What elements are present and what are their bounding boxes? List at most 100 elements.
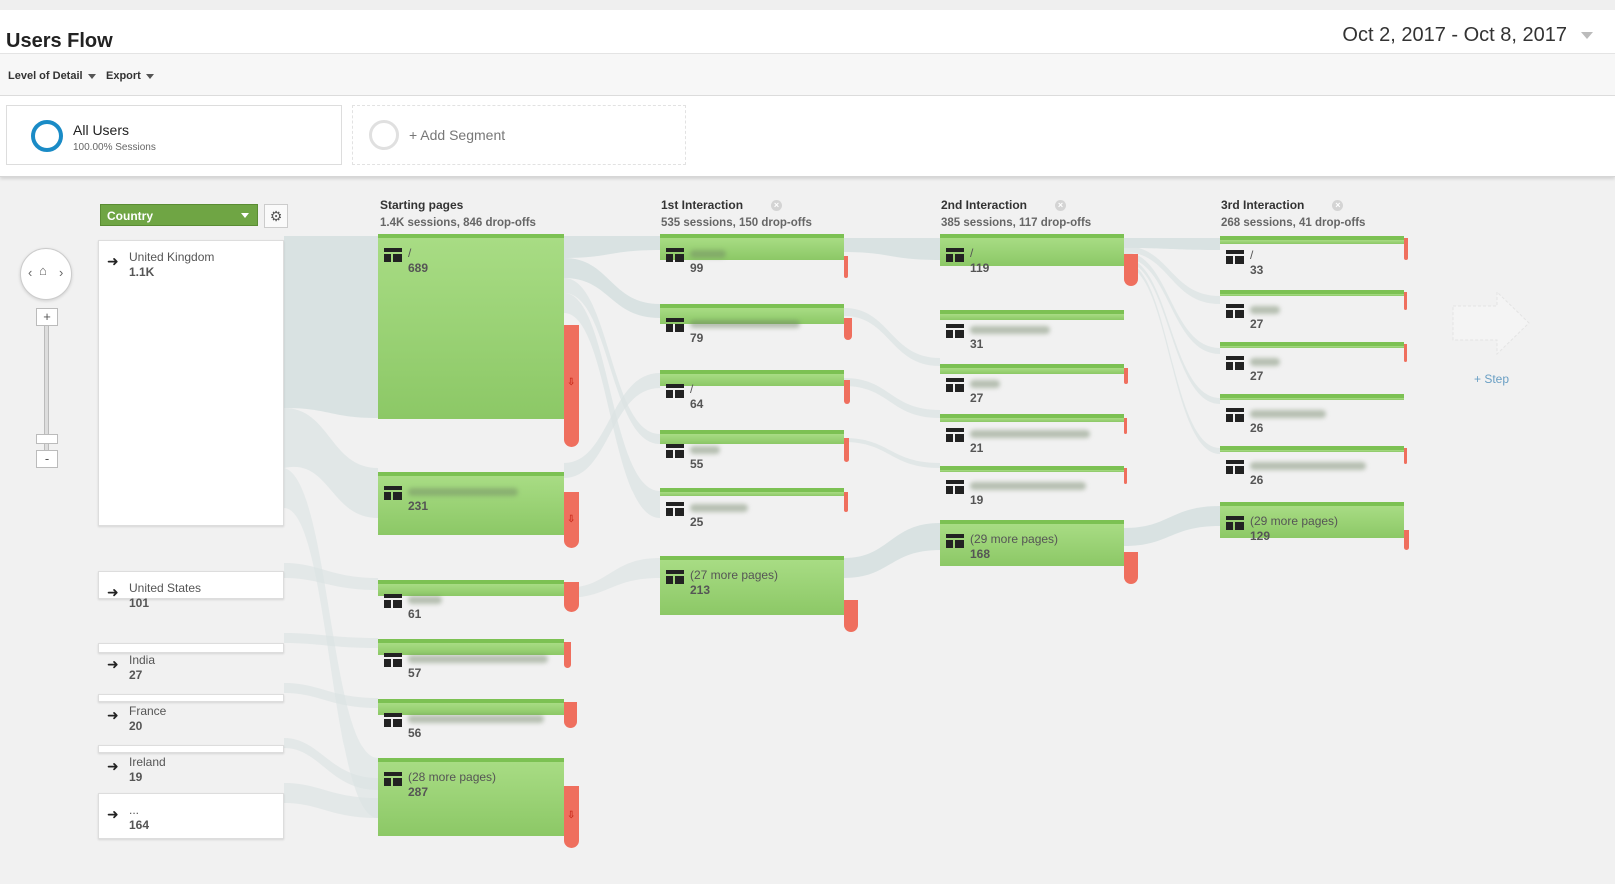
chevron-down-icon[interactable] (1581, 32, 1593, 39)
page-icon (946, 534, 964, 548)
redacted-page-name (690, 250, 726, 258)
page-value: 99 (690, 261, 704, 275)
page-value: 231 (408, 499, 429, 513)
dropoff-bar[interactable] (564, 642, 571, 668)
page-node[interactable]: 55 (660, 430, 844, 471)
country-node[interactable]: ➜ France 20 (98, 694, 284, 733)
page-node[interactable]: 27 (1220, 290, 1404, 331)
page-node[interactable]: 79 (660, 304, 844, 345)
level-of-detail-menu[interactable]: Level of Detail (8, 70, 96, 82)
page-value: 168 (970, 547, 991, 561)
zoom-in-button[interactable]: + (36, 308, 58, 326)
country-name: ... (129, 803, 140, 817)
close-icon[interactable]: × (771, 200, 783, 212)
dropoff-bar[interactable] (1124, 254, 1138, 286)
page-icon (666, 502, 684, 516)
page-node[interactable]: / 119 (940, 234, 1124, 275)
page-node[interactable]: 99 (660, 234, 844, 275)
dropoff-bar[interactable] (564, 582, 579, 612)
page-node[interactable]: 61 (378, 580, 564, 621)
page-node[interactable]: / 689 (378, 234, 564, 419)
zoom-out-button[interactable]: - (36, 450, 58, 468)
dropoff-bar[interactable]: ⇩ (564, 492, 579, 548)
country-node[interactable]: ➜ Ireland 19 (98, 745, 284, 784)
column-title: 1st Interaction (661, 198, 744, 212)
page-value: 287 (408, 785, 429, 799)
dimension-dropdown[interactable]: Country (100, 204, 258, 226)
dropoff-bar[interactable] (1124, 368, 1128, 384)
page-node[interactable]: 27 (1220, 342, 1404, 383)
export-menu[interactable]: Export (106, 70, 154, 82)
export-label: Export (106, 70, 141, 82)
chevron-right-icon[interactable]: › (59, 265, 64, 280)
redacted-page-name (408, 488, 518, 496)
dropoff-bar[interactable] (844, 318, 852, 340)
page-node[interactable]: 27 (940, 364, 1124, 405)
page-node[interactable]: / 33 (1220, 236, 1404, 277)
gear-icon[interactable]: ⚙ (264, 204, 288, 228)
page-node[interactable]: / 64 (660, 370, 844, 411)
flow-canvas[interactable]: Country ⚙ Starting pages 1.4K sessions, … (0, 178, 1615, 884)
page-node[interactable]: 26 (1220, 446, 1404, 487)
dropoff-bar[interactable] (1124, 418, 1127, 434)
column-summary: 268 sessions, 41 drop-offs (1221, 217, 1366, 229)
next-step-arrow-icon[interactable] (1451, 290, 1533, 356)
date-range-picker[interactable]: Oct 2, 2017 - Oct 8, 2017 (1342, 24, 1567, 46)
dropoff-bar[interactable] (844, 600, 858, 632)
dropoff-bar[interactable] (1404, 238, 1408, 260)
page-node[interactable]: 26 (1220, 394, 1404, 435)
page-value: 19 (970, 493, 984, 507)
dropoff-bar[interactable] (844, 380, 850, 404)
segment-all-users[interactable]: All Users 100.00% Sessions (6, 105, 342, 165)
add-segment-button[interactable]: + Add Segment (352, 105, 686, 165)
page-value: 56 (408, 726, 422, 740)
page-node[interactable]: 57 (378, 639, 564, 680)
redacted-page-name (970, 430, 1090, 438)
dropoff-bar[interactable] (1404, 530, 1409, 550)
country-node[interactable]: ➜ ... 164 (98, 793, 284, 839)
country-node[interactable]: ➜ United Kingdom 1.1K (98, 240, 284, 526)
page-node[interactable]: 231 (378, 472, 564, 535)
dropoff-bar[interactable] (1404, 292, 1407, 310)
dropoff-bar[interactable]: ⇩ (564, 325, 579, 447)
dropoff-bar[interactable] (1404, 344, 1407, 362)
page-node[interactable]: (29 more pages) 129 (1220, 502, 1404, 543)
page-node[interactable]: 25 (660, 488, 844, 529)
entrance-arrow-icon: ➜ (107, 758, 119, 774)
page-node[interactable]: (27 more pages) 213 (660, 556, 844, 615)
pan-navigator[interactable]: ‹ ⌂ › (20, 248, 72, 300)
page-icon (946, 428, 964, 442)
page-icon (384, 713, 402, 727)
dropoff-bar[interactable]: ⇩ (564, 786, 579, 848)
zoom-slider-handle[interactable] (36, 434, 58, 444)
close-icon[interactable]: × (1055, 200, 1067, 212)
home-icon[interactable]: ⌂ (39, 263, 47, 278)
country-name: United Kingdom (129, 250, 215, 264)
add-step-button[interactable]: + Step (1474, 372, 1510, 386)
page-icon (666, 444, 684, 458)
dropoff-bar[interactable] (844, 438, 849, 462)
close-icon[interactable]: × (1332, 200, 1344, 212)
page-value: 21 (970, 441, 984, 455)
page-node[interactable]: (28 more pages) 287 (378, 758, 564, 836)
country-node[interactable]: ➜ India 27 (98, 643, 284, 682)
dropoff-bar[interactable] (1124, 468, 1127, 484)
page-value: 129 (1250, 529, 1271, 543)
dropoff-bar[interactable] (844, 492, 848, 512)
page-node[interactable]: (29 more pages) 168 (940, 520, 1124, 566)
dropoff-bar[interactable] (1404, 448, 1407, 464)
chevron-left-icon[interactable]: ‹ (28, 265, 33, 280)
segment-detail: 100.00% Sessions (73, 142, 156, 153)
page-node[interactable]: 19 (940, 466, 1124, 507)
page-value: 27 (1250, 317, 1264, 331)
page-name: / (690, 382, 694, 396)
page-node[interactable]: 56 (378, 699, 564, 740)
country-node[interactable]: ➜ United States 101 (98, 571, 284, 610)
dropoff-bar[interactable] (1124, 552, 1138, 584)
page-node[interactable]: 21 (940, 414, 1124, 455)
dropoff-bar[interactable] (564, 702, 577, 728)
page-node[interactable]: 31 (940, 310, 1124, 351)
dropoff-bar[interactable] (844, 256, 848, 278)
redacted-page-name (1250, 358, 1280, 366)
entrance-arrow-icon: ➜ (107, 806, 119, 822)
